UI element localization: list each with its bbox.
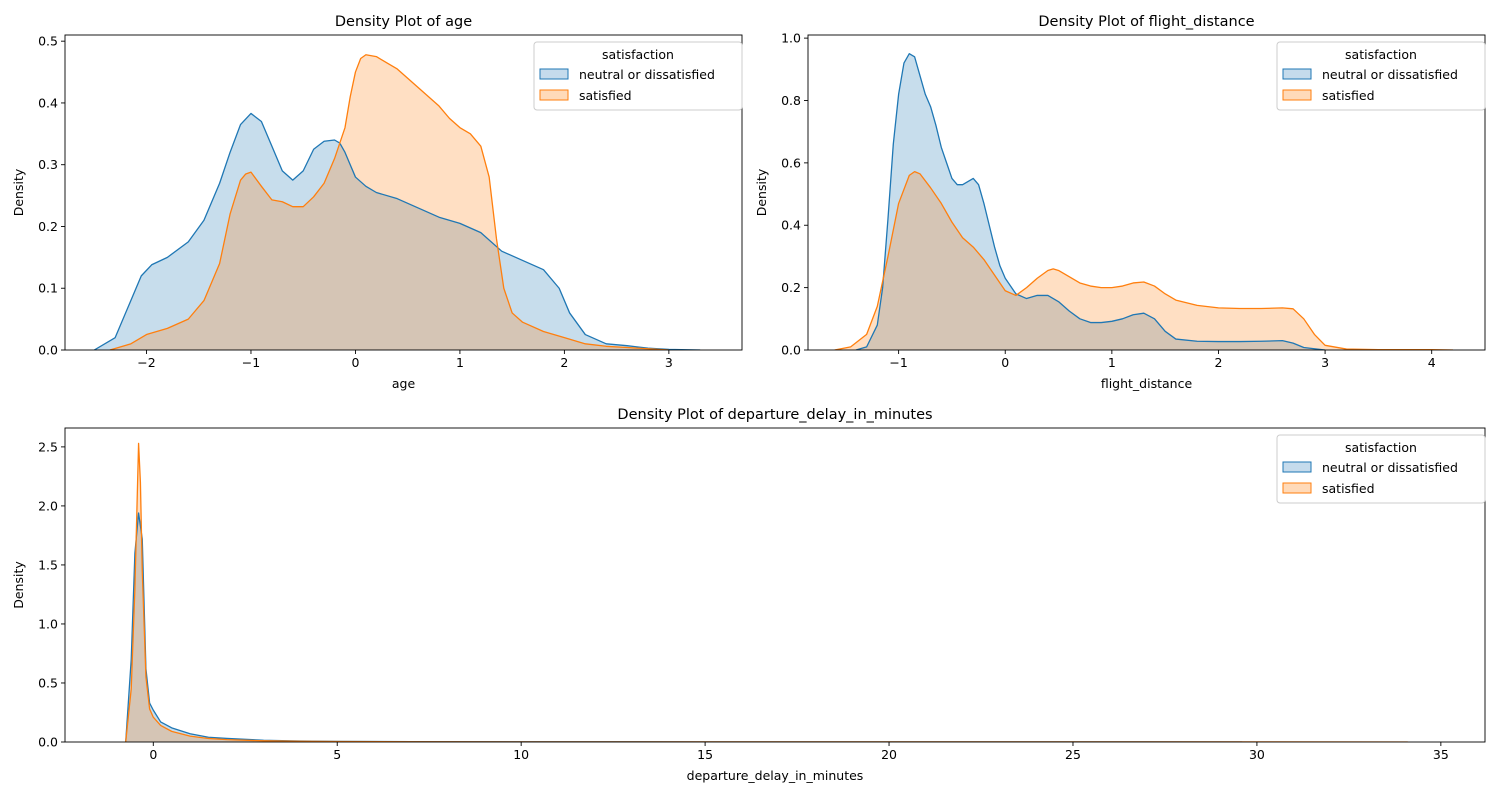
density-line-satisfied bbox=[125, 442, 1408, 742]
density-line-neutral-or-dissatisfied bbox=[855, 53, 1326, 350]
y-tick-label: 0.3 bbox=[38, 157, 58, 172]
legend-label: satisfied bbox=[579, 88, 632, 103]
y-tick-label: 0.5 bbox=[38, 34, 58, 49]
legend-swatch-satisfied bbox=[539, 89, 569, 101]
x-tick-label: 0 bbox=[149, 747, 157, 762]
density-area-neutral-or-dissatisfied bbox=[125, 512, 1243, 742]
x-tick-label: 35 bbox=[1433, 747, 1449, 762]
plot-area bbox=[93, 54, 701, 350]
legend: satisfaction neutral or dissatisfied satis… bbox=[533, 41, 743, 111]
x-tick-label: 0 bbox=[1001, 355, 1009, 370]
y-tick-label: 0.6 bbox=[781, 155, 801, 170]
x-tick-label: 20 bbox=[881, 747, 897, 762]
y-tick-label: 0.0 bbox=[38, 343, 58, 358]
legend-label: satisfied bbox=[1322, 481, 1375, 496]
density-line-neutral-or-dissatisfied bbox=[93, 112, 701, 350]
chart-title: Density Plot of departure_delay_in_minut… bbox=[617, 407, 932, 423]
chart-title: Density Plot of age bbox=[335, 14, 472, 30]
axes-frame bbox=[64, 34, 743, 351]
y-tick-label: 0.5 bbox=[38, 675, 58, 690]
plot-area bbox=[834, 53, 1454, 350]
legend-title: satisfaction bbox=[602, 47, 674, 62]
y-tick-label: 1.5 bbox=[38, 557, 58, 572]
y-tick-label: 1.0 bbox=[38, 616, 58, 631]
y-tick-label: 0.2 bbox=[781, 280, 801, 295]
legend-swatch-neutral-or-dissatisfied bbox=[539, 68, 569, 80]
x-tick-label: 5 bbox=[333, 747, 341, 762]
legend-label: neutral or dissatisfied bbox=[1322, 67, 1458, 82]
y-tick-label: 0.4 bbox=[781, 218, 801, 233]
legend-swatch-satisfied bbox=[1282, 482, 1312, 494]
y-axis-label: Density bbox=[754, 168, 769, 216]
x-tick-label: 0 bbox=[351, 355, 359, 370]
density-area-satisfied bbox=[125, 443, 1408, 742]
legend-swatch-neutral-or-dissatisfied bbox=[1282, 461, 1312, 473]
legend: satisfaction neutral or dissatisfied satis… bbox=[1276, 434, 1486, 504]
x-tick-label: 30 bbox=[1249, 747, 1265, 762]
subplot-1: −2 −1 0 1 2 3 0.0 0.1 0.2 0.3 0.4 0.5 Density Plot o… bbox=[11, 14, 743, 391]
y-tick-label: 0.0 bbox=[38, 735, 58, 750]
legend-label: satisfied bbox=[1322, 88, 1375, 103]
legend-swatch-satisfied bbox=[1282, 89, 1312, 101]
x-tick-label: 3 bbox=[1321, 355, 1329, 370]
y-tick-label: 2.0 bbox=[38, 498, 58, 513]
legend-title: satisfaction bbox=[1345, 440, 1417, 455]
legend: satisfaction neutral or dissatisfied satis… bbox=[1276, 41, 1486, 111]
y-tick-label: 0.2 bbox=[38, 219, 58, 234]
x-tick-label: 1 bbox=[1108, 355, 1116, 370]
legend-label: neutral or dissatisfied bbox=[579, 67, 715, 82]
density-area-neutral-or-dissatisfied bbox=[94, 113, 701, 350]
density-line-neutral-or-dissatisfied bbox=[125, 512, 1243, 742]
axes-frame bbox=[64, 427, 1486, 743]
legend-title: satisfaction bbox=[1345, 47, 1417, 62]
x-tick-label: −1 bbox=[242, 355, 260, 370]
density-area-satisfied bbox=[109, 54, 669, 350]
x-tick-label: 2 bbox=[560, 355, 568, 370]
legend-label: neutral or dissatisfied bbox=[1322, 460, 1458, 475]
subplot-2: −1 0 1 2 3 4 0.0 0.2 0.4 0.6 0.8 1.0 Density Plot of… bbox=[754, 14, 1486, 391]
x-tick-label: 2 bbox=[1214, 355, 1222, 370]
subplot-3: 0 5 10 15 20 25 30 35 0.0 0.5 1.0 1.5 2.0 2.5 Density … bbox=[11, 407, 1486, 783]
legend-box bbox=[1276, 41, 1486, 111]
density-line-satisfied bbox=[109, 54, 669, 350]
x-tick-label: 15 bbox=[697, 747, 713, 762]
x-tick-label: 3 bbox=[665, 355, 673, 370]
y-tick-label: 0.8 bbox=[781, 93, 801, 108]
y-tick-label: 0.1 bbox=[38, 281, 58, 296]
y-tick-label: 2.5 bbox=[38, 439, 58, 454]
density-area-neutral-or-dissatisfied bbox=[855, 53, 1326, 350]
x-tick-label: 25 bbox=[1065, 747, 1081, 762]
x-tick-label: 4 bbox=[1428, 355, 1436, 370]
y-tick-label: 0.4 bbox=[38, 95, 58, 110]
legend-box bbox=[1276, 434, 1486, 504]
axes-frame bbox=[807, 34, 1486, 351]
legend-box bbox=[533, 41, 743, 111]
y-axis-label: Density bbox=[11, 561, 26, 609]
x-tick-label: −1 bbox=[889, 355, 907, 370]
y-axis-label: Density bbox=[11, 168, 26, 216]
x-axis-label: flight_distance bbox=[1101, 376, 1193, 391]
plot-area bbox=[125, 442, 1408, 742]
density-line-satisfied bbox=[834, 170, 1454, 350]
y-tick-label: 1.0 bbox=[781, 31, 801, 46]
x-axis-label: departure_delay_in_minutes bbox=[687, 768, 864, 783]
chart-title: Density Plot of flight_distance bbox=[1038, 14, 1254, 30]
x-tick-label: 1 bbox=[456, 355, 464, 370]
y-tick-label: 0.0 bbox=[781, 343, 801, 358]
x-tick-label: 10 bbox=[513, 747, 529, 762]
x-axis-label: age bbox=[392, 376, 416, 391]
density-area-satisfied bbox=[834, 171, 1454, 350]
x-tick-label: −2 bbox=[137, 355, 155, 370]
legend-swatch-neutral-or-dissatisfied bbox=[1282, 68, 1312, 80]
